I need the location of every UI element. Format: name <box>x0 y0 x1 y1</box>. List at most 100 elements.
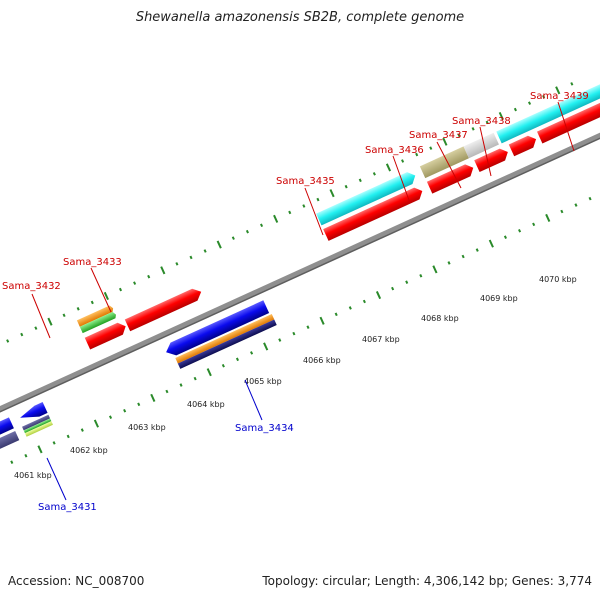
gene-label-sama-3439[interactable]: Sama_3439 <box>530 91 589 102</box>
genome-backbone-shadow <box>0 105 600 447</box>
top-tick-mark <box>103 291 109 301</box>
gene-sama-3439-box[interactable] <box>496 69 600 144</box>
scale-labels: 4061 kbp 4062 kbp 4063 kbp 4064 kbp 4065… <box>14 275 577 480</box>
bottom-tick-mark <box>375 290 382 300</box>
bottom-tick-mark <box>461 254 465 259</box>
bottom-tick-mark <box>24 453 28 458</box>
bottom-tick-mark <box>66 434 70 439</box>
top-tick-mark <box>288 210 292 215</box>
gene-sama-3435-box[interactable] <box>316 170 418 226</box>
bottom-tick-mark <box>588 196 592 201</box>
bottom-tick-mark <box>123 408 127 413</box>
gene-sama-3433-arrow[interactable] <box>124 286 204 332</box>
scale-label: 4065 kbp <box>244 377 282 386</box>
leader-line-sama-3435 <box>304 187 324 236</box>
gene-blue-left-a[interactable] <box>0 417 14 449</box>
bottom-tick-mark <box>545 213 551 222</box>
top-tick-mark <box>401 159 405 163</box>
top-tick-mark <box>118 287 123 292</box>
gene-label-sama-3437[interactable]: Sama_3437 <box>409 130 468 141</box>
gene-labels: Sama_3431 Sama_3432 Sama_3433 Sama_3434 … <box>2 91 589 513</box>
gene-sama-3436-box[interactable] <box>419 146 469 179</box>
top-tick-mark <box>76 307 80 311</box>
top-tick-mark <box>260 223 264 228</box>
bottom-tick-mark <box>179 383 183 387</box>
bottom-tick-mark <box>306 325 310 329</box>
top-tick-mark <box>302 204 306 208</box>
bottom-tick-mark <box>93 419 99 428</box>
bottom-tick-mark <box>432 265 438 274</box>
top-tick-mark <box>47 317 53 326</box>
bottom-tick-mark <box>574 203 578 207</box>
gene-sama-3434-box-2[interactable] <box>177 319 277 369</box>
bottom-tick-mark <box>518 228 522 233</box>
gene-label-sama-3431[interactable]: Sama_3431 <box>38 502 97 513</box>
gene-label-sama-3436[interactable]: Sama_3436 <box>365 145 424 156</box>
gene-leader-lines <box>31 101 575 501</box>
accession-text: Accession: NC_008700 <box>8 574 145 588</box>
bottom-tick-mark <box>488 239 494 248</box>
gene-sama-3437-box[interactable] <box>463 132 499 159</box>
genome-summary-text: Topology: circular; Length: 4,306,142 bp… <box>262 574 592 588</box>
scale-label: 4066 kbp <box>303 356 341 365</box>
gene-sama-3437-arrow[interactable] <box>474 146 510 173</box>
top-tick-mark <box>6 339 10 343</box>
bottom-tick-mark <box>391 286 395 291</box>
map-title: Shewanella amazonensis SB2B, complete ge… <box>135 10 465 25</box>
bottom-tick-mark <box>447 261 451 265</box>
leader-line-sama-3437 <box>436 141 462 189</box>
top-tick-mark <box>62 313 66 318</box>
gene-sama-3439-arrow[interactable] <box>537 84 600 144</box>
gene-sama-3431-box-1[interactable] <box>22 414 51 431</box>
top-tick-mark <box>316 197 320 202</box>
bottom-tick-mark <box>532 222 536 227</box>
gene-label-sama-3438[interactable]: Sama_3438 <box>452 116 511 127</box>
leader-line-sama-3434 <box>244 379 263 421</box>
gene-sama-3431-box-2[interactable] <box>23 418 52 434</box>
gene-sama-3432-box-1[interactable] <box>76 305 114 327</box>
top-tick-row <box>6 82 574 343</box>
bottom-tick-mark <box>348 306 352 310</box>
gene-sama-3431-box-3[interactable] <box>24 421 53 437</box>
track-group <box>0 69 600 469</box>
top-tick-mark <box>498 111 504 121</box>
gene-sama-3432-arrow[interactable] <box>84 320 129 350</box>
gene-sama-3434-box-1[interactable] <box>175 314 275 364</box>
bottom-tick-row <box>10 196 592 464</box>
top-tick-mark <box>570 82 574 86</box>
gene-slate-arrow[interactable] <box>0 430 20 469</box>
bottom-tick-mark <box>278 338 282 342</box>
top-tick-mark <box>555 86 561 95</box>
top-tick-mark <box>147 274 151 279</box>
gene-label-sama-3434[interactable]: Sama_3434 <box>235 423 294 434</box>
top-tick-mark <box>415 152 419 157</box>
top-tick-mark <box>358 178 362 183</box>
bottom-tick-mark <box>206 368 212 377</box>
top-tick-mark <box>34 326 38 330</box>
gene-sama-3432-box-2[interactable] <box>79 311 117 334</box>
bottom-tick-mark <box>150 393 156 402</box>
gene-sama-3438-arrow[interactable] <box>508 133 539 157</box>
gene-sama-3431-arrow[interactable] <box>18 401 48 424</box>
gene-label-sama-3433[interactable]: Sama_3433 <box>63 257 122 268</box>
gene-sama-3436-arrow[interactable] <box>426 162 476 194</box>
gene-sama-3434-arrow[interactable] <box>163 300 270 358</box>
scale-label: 4070 kbp <box>539 275 577 284</box>
bottom-tick-mark <box>362 299 366 304</box>
scale-label: 4067 kbp <box>362 335 400 344</box>
bottom-tick-mark <box>419 273 423 278</box>
gene-sama-3435-arrow[interactable] <box>323 185 425 241</box>
bottom-tick-mark <box>235 357 239 362</box>
bottom-tick-mark <box>137 402 141 407</box>
top-tick-mark <box>273 214 279 223</box>
genome-backbone <box>0 101 600 446</box>
bottom-tick-mark <box>52 441 56 445</box>
top-tick-mark <box>203 249 207 253</box>
scale-label: 4062 kbp <box>70 446 108 455</box>
bottom-tick-mark <box>165 389 169 394</box>
gene-label-sama-3435[interactable]: Sama_3435 <box>276 176 335 187</box>
gene-label-sama-3432[interactable]: Sama_3432 <box>2 281 61 292</box>
leader-line-sama-3439 <box>557 101 575 152</box>
top-tick-mark <box>442 137 448 146</box>
